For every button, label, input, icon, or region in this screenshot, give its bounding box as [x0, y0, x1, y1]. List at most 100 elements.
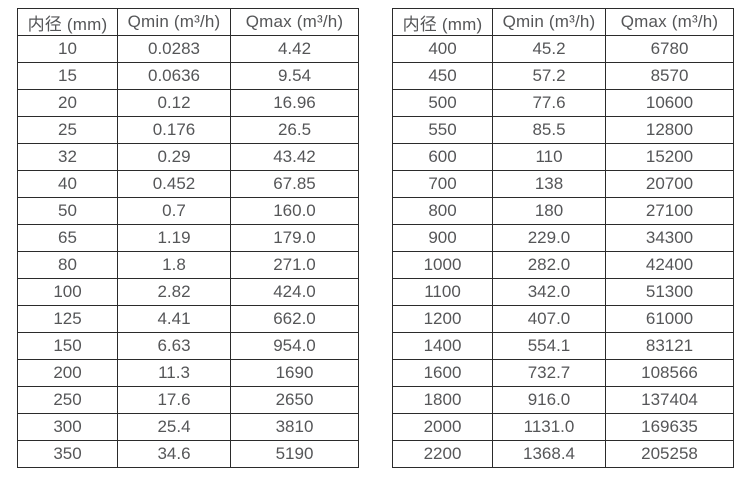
table-cell: 25.4 — [117, 413, 231, 441]
table-cell: 15200 — [605, 143, 734, 171]
table-row: 300 25.4 3810 — [17, 413, 359, 441]
table-header-row: 内径 (mm) Qmin (m³/h) Qmax (m³/h) — [17, 8, 359, 36]
table-row: 15 0.0636 9.54 — [17, 62, 359, 90]
table-row: 25 0.176 26.5 — [17, 116, 359, 144]
table-cell: 77.6 — [492, 89, 606, 117]
table-cell: 51300 — [605, 278, 734, 306]
table-cell: 137404 — [605, 386, 734, 414]
table-cell: 61000 — [605, 305, 734, 333]
table-cell: 954.0 — [230, 332, 359, 360]
table-cell: 1131.0 — [492, 413, 606, 441]
table-cell: 8570 — [605, 62, 734, 90]
table-cell: 0.12 — [117, 89, 231, 117]
table-cell: 1.8 — [117, 251, 231, 279]
table-cell: 108566 — [605, 359, 734, 387]
table-cell: 1200 — [392, 305, 493, 333]
column-header-diameter: 内径 (mm) — [392, 8, 493, 36]
table-cell: 40 — [17, 170, 118, 198]
table-cell: 1368.4 — [492, 440, 606, 468]
table-row: 2000 1131.0 169635 — [392, 413, 734, 441]
table-cell: 2000 — [392, 413, 493, 441]
table-row: 50 0.7 160.0 — [17, 197, 359, 225]
table-row: 400 45.2 6780 — [392, 35, 734, 63]
table-row: 1100 342.0 51300 — [392, 278, 734, 306]
table-cell: 10 — [17, 35, 118, 63]
table-cell: 407.0 — [492, 305, 606, 333]
table-cell: 25 — [17, 116, 118, 144]
table-cell: 732.7 — [492, 359, 606, 387]
table-cell: 16.96 — [230, 89, 359, 117]
table-cell: 1600 — [392, 359, 493, 387]
table-cell: 0.7 — [117, 197, 231, 225]
table-cell: 205258 — [605, 440, 734, 468]
table-cell: 10600 — [605, 89, 734, 117]
table-header-row: 内径 (mm) Qmin (m³/h) Qmax (m³/h) — [392, 8, 734, 36]
table-row: 1200 407.0 61000 — [392, 305, 734, 333]
table-cell: 65 — [17, 224, 118, 252]
table-cell: 20700 — [605, 170, 734, 198]
table-row: 65 1.19 179.0 — [17, 224, 359, 252]
table-cell: 4.41 — [117, 305, 231, 333]
table-row: 20 0.12 16.96 — [17, 89, 359, 117]
table-row: 1400 554.1 83121 — [392, 332, 734, 360]
table-cell: 32 — [17, 143, 118, 171]
table-cell: 4.42 — [230, 35, 359, 63]
table-cell: 1000 — [392, 251, 493, 279]
table-cell: 1400 — [392, 332, 493, 360]
table-cell: 424.0 — [230, 278, 359, 306]
table-row: 1800 916.0 137404 — [392, 386, 734, 414]
column-header-diameter: 内径 (mm) — [17, 8, 118, 36]
table-row: 250 17.6 2650 — [17, 386, 359, 414]
table-cell: 600 — [392, 143, 493, 171]
table-cell: 554.1 — [492, 332, 606, 360]
table-cell: 229.0 — [492, 224, 606, 252]
column-header-qmax: Qmax (m³/h) — [605, 8, 734, 36]
table-cell: 1.19 — [117, 224, 231, 252]
column-header-qmax: Qmax (m³/h) — [230, 8, 359, 36]
table-cell: 80 — [17, 251, 118, 279]
table-row: 450 57.2 8570 — [392, 62, 734, 90]
table-cell: 180 — [492, 197, 606, 225]
table-cell: 11.3 — [117, 359, 231, 387]
table-cell: 27100 — [605, 197, 734, 225]
table-cell: 110 — [492, 143, 606, 171]
table-cell: 17.6 — [117, 386, 231, 414]
flow-table-large-diameter: 内径 (mm) Qmin (m³/h) Qmax (m³/h) 400 45.2 6… — [392, 8, 734, 468]
table-cell: 250 — [17, 386, 118, 414]
table-cell: 2200 — [392, 440, 493, 468]
table-cell: 2650 — [230, 386, 359, 414]
table-cell: 0.452 — [117, 170, 231, 198]
table-cell: 0.0283 — [117, 35, 231, 63]
table-cell: 67.85 — [230, 170, 359, 198]
table-cell: 9.54 — [230, 62, 359, 90]
table-cell: 179.0 — [230, 224, 359, 252]
table-cell: 700 — [392, 170, 493, 198]
table-cell: 800 — [392, 197, 493, 225]
table-cell: 0.176 — [117, 116, 231, 144]
table-cell: 5190 — [230, 440, 359, 468]
table-cell: 85.5 — [492, 116, 606, 144]
table-cell: 500 — [392, 89, 493, 117]
table-cell: 100 — [17, 278, 118, 306]
table-cell: 50 — [17, 197, 118, 225]
table-cell: 42400 — [605, 251, 734, 279]
table-row: 900 229.0 34300 — [392, 224, 734, 252]
table-cell: 34.6 — [117, 440, 231, 468]
table-row: 10 0.0283 4.42 — [17, 35, 359, 63]
table-cell: 169635 — [605, 413, 734, 441]
table-cell: 57.2 — [492, 62, 606, 90]
table-cell: 550 — [392, 116, 493, 144]
table-row: 600 110 15200 — [392, 143, 734, 171]
table-cell: 342.0 — [492, 278, 606, 306]
table-cell: 45.2 — [492, 35, 606, 63]
table-row: 32 0.29 43.42 — [17, 143, 359, 171]
table-cell: 15 — [17, 62, 118, 90]
table-cell: 0.0636 — [117, 62, 231, 90]
table-cell: 300 — [17, 413, 118, 441]
table-row: 40 0.452 67.85 — [17, 170, 359, 198]
table-cell: 662.0 — [230, 305, 359, 333]
table-cell: 450 — [392, 62, 493, 90]
table-cell: 83121 — [605, 332, 734, 360]
table-cell: 34300 — [605, 224, 734, 252]
table-row: 80 1.8 271.0 — [17, 251, 359, 279]
